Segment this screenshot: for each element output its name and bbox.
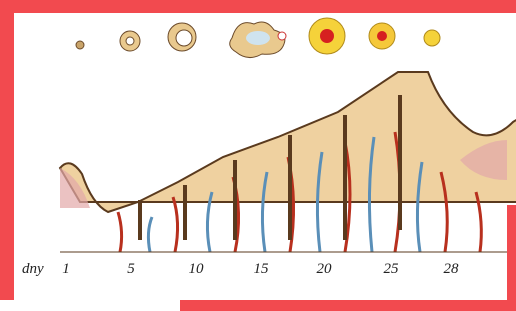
day-label: 1 <box>62 261 70 277</box>
frame-top <box>0 0 516 13</box>
frame-right <box>507 205 516 311</box>
endometrium <box>60 72 516 252</box>
day-label: 28 <box>444 261 460 277</box>
ovary-stages <box>76 18 440 58</box>
day-label: 15 <box>254 261 270 277</box>
day-label: 20 <box>317 261 333 277</box>
frame-bottom <box>180 300 516 311</box>
day-label: 10 <box>189 261 205 277</box>
axis-label: dny <box>22 261 44 277</box>
day-label: 5 <box>127 261 135 277</box>
frame-left <box>0 0 14 300</box>
day-label: 25 <box>384 261 400 277</box>
illustration: dny 151015202528 <box>0 0 516 311</box>
